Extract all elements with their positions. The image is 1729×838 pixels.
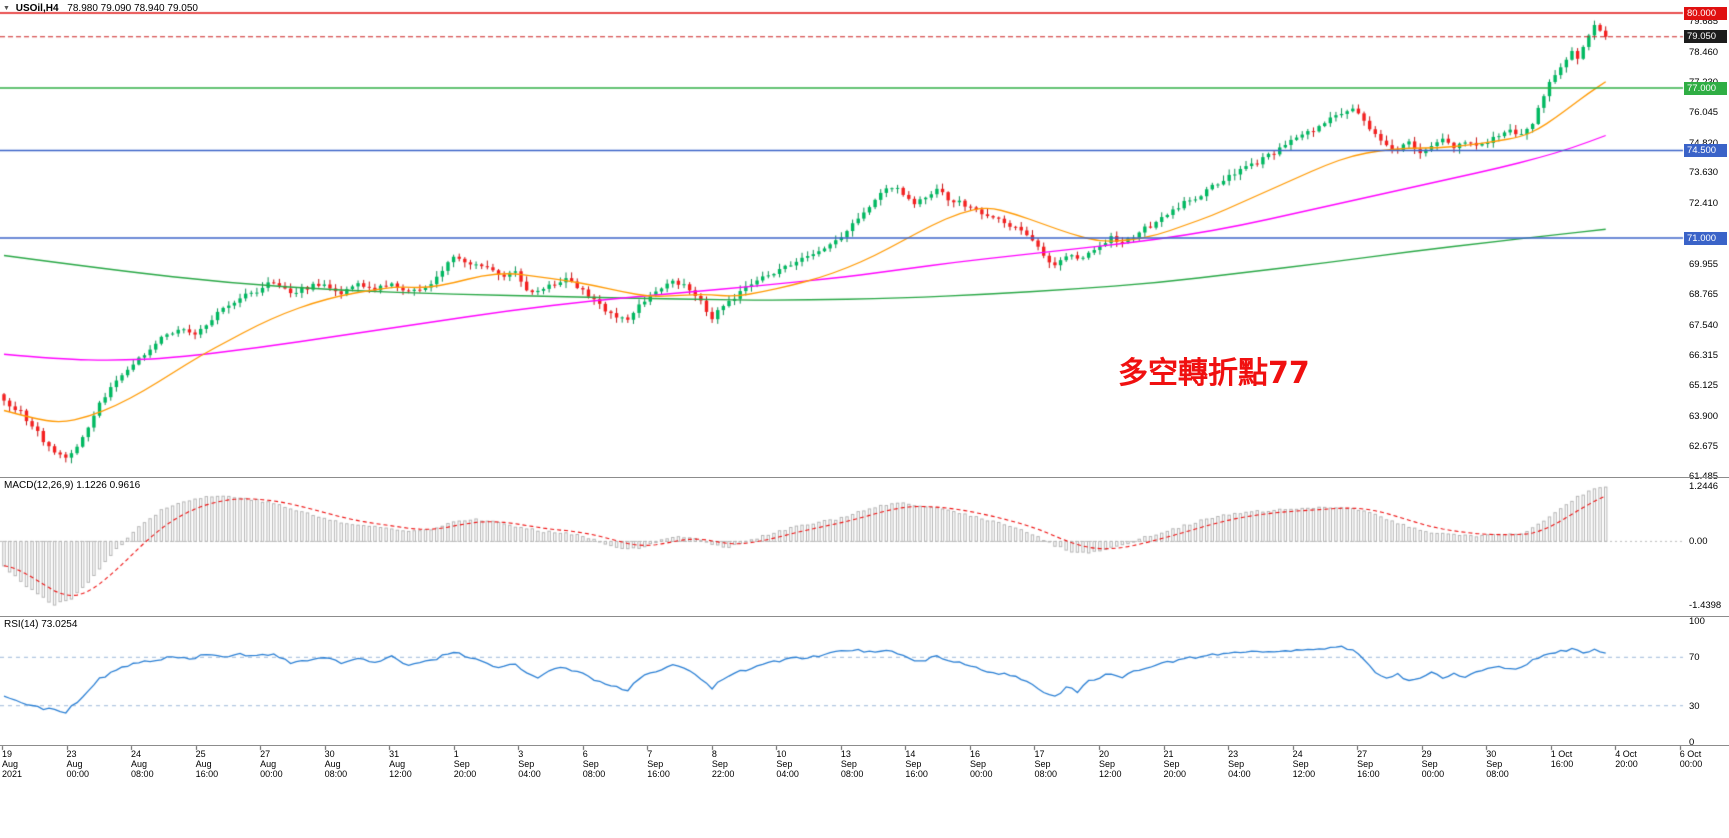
time-axis-label: 29 Sep 00:00 (1421, 749, 1445, 779)
macd-axis-label: 1.2446 (1689, 481, 1719, 493)
time-axis-label: 10 Sep 04:00 (776, 749, 799, 779)
time-axis-label: 1 Sep 20:00 (453, 749, 477, 779)
rsi-axis-label: 70 (1689, 652, 1700, 664)
time-axis-label: 31 Aug 12:00 (389, 749, 412, 779)
time-axis-label: 8 Sep 22:00 (711, 749, 735, 779)
rsi-axis-label: 30 (1689, 700, 1700, 712)
price-tick-label: 66.315 (1689, 350, 1719, 362)
price-tick-label: 61.485 (1689, 471, 1718, 482)
chart-title: ▼ USOil,H4 78.980 79.090 78.940 79.050 (3, 3, 198, 14)
price-tick-label: 72.410 (1689, 197, 1719, 209)
price-tick-label: 74.820 (1689, 137, 1719, 149)
macd-axis-label: -1.4398 (1689, 600, 1722, 612)
price-level-badge[interactable]: 74.500 (1684, 144, 1727, 157)
annotation-text: 多空轉折點77 (1118, 356, 1310, 391)
time-axis-label: 23 Sep 04:00 (1228, 749, 1251, 779)
panel-separator-macd[interactable] (0, 477, 1729, 478)
rsi-axis-label: 0 (1689, 737, 1695, 748)
time-axis-label: 19 Aug 2021 (2, 749, 23, 779)
price-level-badge[interactable]: 80.000 (1684, 6, 1727, 20)
time-axis-label: 27 Aug 00:00 (260, 749, 283, 779)
price-level-badge[interactable]: 77.000 (1684, 81, 1727, 95)
time-axis-label: 16 Sep 00:00 (969, 749, 993, 779)
time-axis-label: 6 Sep 08:00 (582, 749, 606, 779)
price-tick-label: 79.685 (1689, 15, 1719, 27)
time-axis-label: 21 Sep 20:00 (1163, 749, 1187, 779)
time-axis-label: 20 Sep 12:00 (1099, 749, 1122, 779)
macd-label: MACD(12,26,9) 1.1226 0.9616 (4, 480, 141, 491)
time-axis-label: 17 Sep 08:00 (1034, 749, 1057, 779)
current-price-badge: 79.050 (1684, 30, 1727, 44)
time-axis-label: 24 Sep 12:00 (1292, 749, 1316, 779)
rsi-axis-label: 100 (1689, 616, 1705, 627)
price-tick-label: 76.045 (1689, 106, 1719, 118)
price-tick-label: 65.125 (1689, 379, 1719, 391)
time-axis-label: 14 Sep 16:00 (905, 749, 928, 779)
price-tick-label: 68.765 (1689, 288, 1719, 300)
price-tick-label: 73.630 (1689, 167, 1719, 179)
time-axis-label: 25 Aug 16:00 (195, 749, 219, 779)
time-axis-label: 3 Sep 04:00 (518, 749, 541, 779)
price-tick-label: 62.675 (1689, 441, 1719, 453)
time-axis-label: 13 Sep 08:00 (840, 749, 864, 779)
time-axis-label: 27 Sep 16:00 (1357, 749, 1380, 779)
time-axis-label: 30 Sep 08:00 (1486, 749, 1509, 779)
time-axis-label: 4 Oct 20:00 (1615, 749, 1638, 769)
symbol-period-label: USOil,H4 (15, 3, 59, 14)
panel-separator-rsi[interactable] (0, 616, 1729, 617)
price-tick-label: 78.460 (1689, 46, 1719, 58)
time-axis-label: 30 Aug 08:00 (324, 749, 348, 779)
price-tick-label: 69.955 (1689, 259, 1719, 271)
price-level-badge[interactable]: 71.000 (1684, 231, 1727, 245)
price-tick-label: 67.540 (1689, 319, 1719, 331)
time-axis-separator (0, 745, 1729, 746)
time-axis-label: 6 Oct 00:00 (1679, 749, 1703, 769)
time-axis-label: 7 Sep 16:00 (647, 749, 670, 779)
time-axis-label: 23 Aug 00:00 (66, 749, 90, 779)
ohlc-values: 78.980 79.090 78.940 79.050 (67, 3, 198, 14)
chart-marker-icon[interactable]: ▼ (3, 5, 10, 12)
time-axis-label: 24 Aug 08:00 (131, 749, 154, 779)
price-tick-label: 63.900 (1689, 410, 1719, 422)
macd-axis-label: 0.00 (1689, 536, 1708, 548)
rsi-label: RSI(14) 73.0254 (4, 619, 78, 630)
time-axis-label: 1 Oct 16:00 (1550, 749, 1574, 769)
